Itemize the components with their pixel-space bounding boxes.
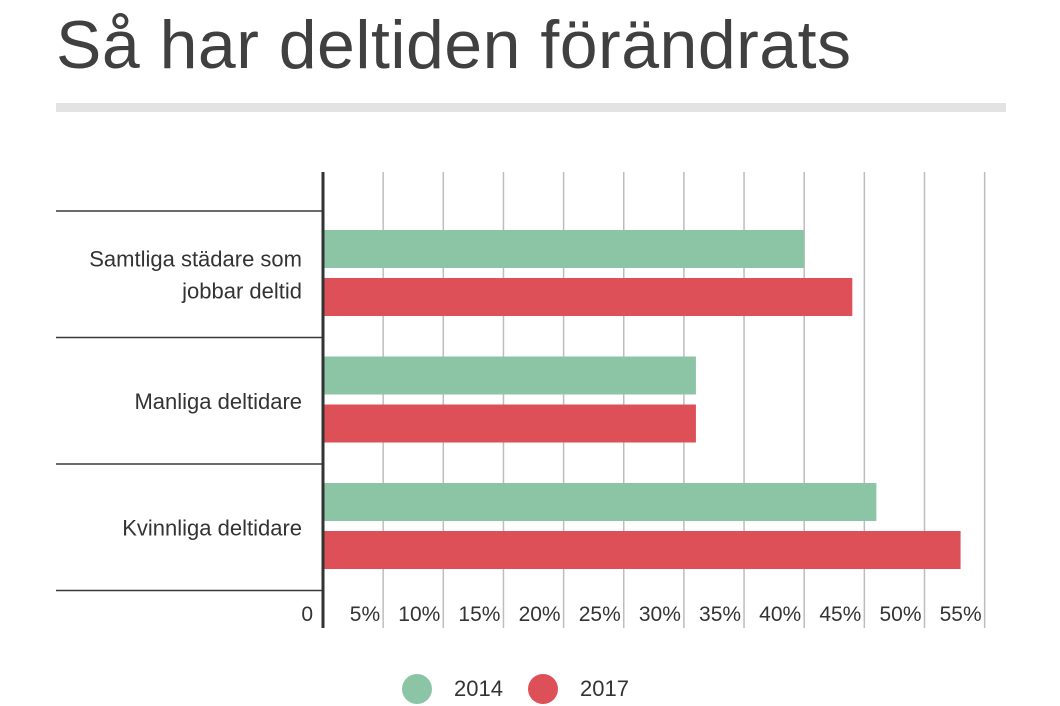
bar-2014-2 — [323, 483, 877, 521]
bar-2017-2 — [323, 531, 961, 569]
x-tick-label: 55% — [940, 603, 982, 626]
bar-2017-1 — [323, 404, 696, 443]
x-tick-label: 35% — [699, 603, 741, 626]
bar-chart: Samtliga städare som jobbar deltid Manliga… — [56, 172, 986, 628]
category-label: Samtliga städare som jobbar deltid — [89, 246, 302, 303]
category-label: Manliga deltidare — [134, 389, 302, 414]
chart-legend: 2014 2017 — [0, 672, 1060, 706]
bar-2014-1 — [323, 356, 696, 395]
legend-item-2014: 2014 — [402, 674, 503, 704]
chart-title: Så har deltiden förändrats — [56, 7, 852, 83]
legend-item-2017: 2017 — [528, 674, 629, 704]
x-tick-label: 50% — [879, 603, 921, 626]
category-label: Kvinnliga deltidare — [122, 515, 302, 540]
x-tick-label: 25% — [579, 603, 621, 626]
x-tick-label: 30% — [639, 603, 681, 626]
bar-2017-0 — [323, 278, 853, 316]
x-tick-label: 15% — [458, 603, 500, 626]
legend-swatch-2017 — [528, 674, 558, 704]
x-tick-label: 40% — [759, 603, 801, 626]
legend-label-2017: 2017 — [580, 676, 629, 701]
x-tick-label: 0 — [301, 603, 313, 626]
legend-swatch-2014 — [402, 674, 432, 704]
x-tick-label: 5% — [350, 603, 380, 626]
x-tick-label: 10% — [398, 603, 440, 626]
bar-2014-0 — [323, 230, 805, 268]
legend-label-2014: 2014 — [454, 676, 503, 701]
x-tick-label: 45% — [819, 603, 861, 626]
title-divider — [56, 103, 1006, 112]
x-tick-label: 20% — [519, 603, 561, 626]
